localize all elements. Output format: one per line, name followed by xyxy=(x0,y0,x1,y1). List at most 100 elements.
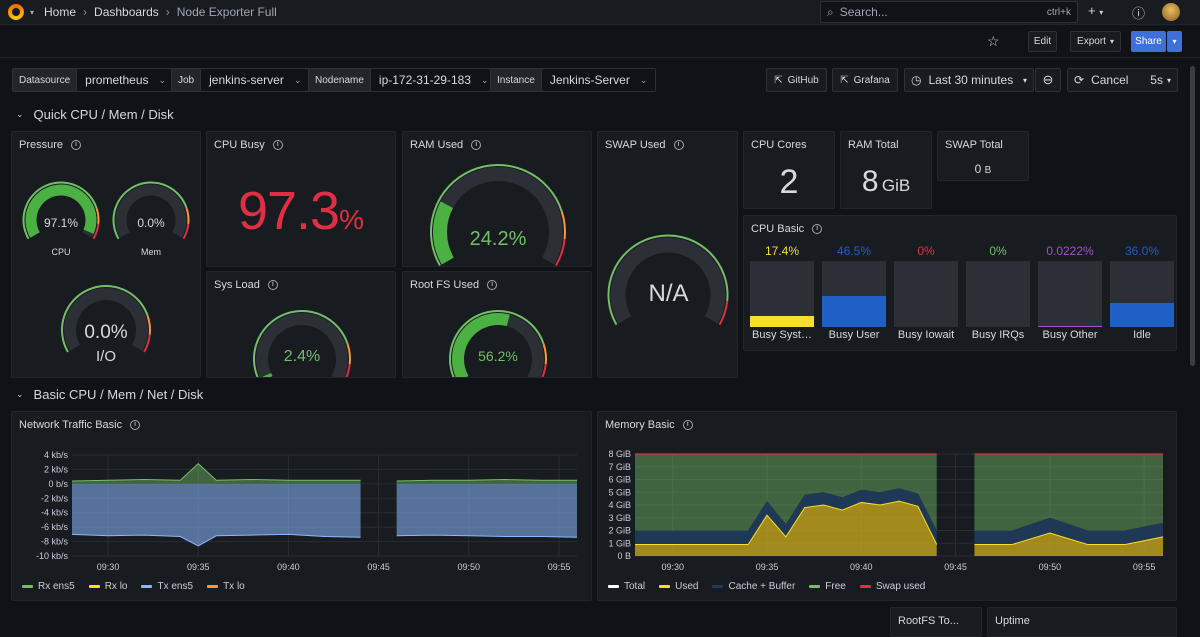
network-y-tick: -10 kb/s xyxy=(36,551,69,561)
variable-datasource[interactable]: Datasource prometheus ⌄ xyxy=(12,68,176,92)
panel-rootfs-total[interactable]: RootFS To... xyxy=(890,607,982,637)
refresh-picker[interactable]: ⟳ Cancel 5s ▾ xyxy=(1067,68,1178,92)
panel-cpu-cores[interactable]: CPU Cores 2 xyxy=(743,131,835,209)
share-button[interactable]: Share xyxy=(1131,31,1166,52)
panel-cpu-busy[interactable]: CPU Busy i 97.3% xyxy=(206,131,396,267)
legend-item[interactable]: Total xyxy=(608,581,645,592)
network-y-tick: 2 kb/s xyxy=(44,464,69,474)
panel-network-traffic-basic[interactable]: Network Traffic Basic i 4 kb/s 2 kb/s 0 b/s… xyxy=(11,411,592,601)
info-icon[interactable]: i xyxy=(71,140,82,150)
panel-title: CPU Cores xyxy=(751,139,807,151)
variable-nodename[interactable]: Nodename ip-172-31-29-183 ⌄ xyxy=(308,68,498,92)
export-button[interactable]: Export ▾ xyxy=(1070,31,1121,52)
stat-number: 0 xyxy=(974,162,982,176)
gauge-mem xyxy=(112,181,190,240)
refresh-interval: 5s xyxy=(1150,73,1163,87)
add-icon[interactable]: + ▾ xyxy=(1088,3,1104,18)
grafana-link-label: Grafana xyxy=(853,74,890,86)
memory-x-tick: 09:40 xyxy=(850,562,873,572)
panel-cpu-basic[interactable]: CPU Basic i 17.4% Busy Syst… 46.5% Busy User… xyxy=(743,215,1177,351)
info-icon[interactable]: i xyxy=(471,140,482,150)
variable-job[interactable]: Job jenkins-server ⌄ xyxy=(171,68,311,92)
cpu-basic-bar-value: 36.0% xyxy=(1124,244,1160,258)
legend-item[interactable]: Free xyxy=(809,581,846,592)
time-range-picker[interactable]: ◷ Last 30 minutes ▾ xyxy=(904,68,1034,92)
memory-x-tick: 09:45 xyxy=(944,562,967,572)
gauge-sysload-value: 2.4% xyxy=(283,348,321,365)
legend-label: Rx lo xyxy=(104,581,128,592)
star-icon[interactable]: ☆ xyxy=(987,33,1000,49)
help-icon[interactable]: ⓘ xyxy=(1132,6,1146,21)
legend-swatch xyxy=(207,585,219,588)
info-icon[interactable]: i xyxy=(272,140,283,150)
info-icon[interactable]: i xyxy=(812,224,823,234)
avatar[interactable] xyxy=(1162,3,1180,21)
variable-value: Jenkins-Server xyxy=(549,73,630,87)
panel-swap-total[interactable]: SWAP Total 0 B xyxy=(937,131,1029,181)
github-link-button[interactable]: ⇱ GitHub xyxy=(766,68,827,92)
search-placeholder: Search... xyxy=(839,5,888,19)
panel-root-fs-used[interactable]: Root FS Used i 56.2% xyxy=(402,271,592,378)
gauge-ram-fill xyxy=(433,201,454,265)
cpu-basic-bar-value: 0% xyxy=(989,244,1007,258)
legend-item[interactable]: Swap used xyxy=(859,581,925,592)
legend-item[interactable]: Rx ens5 xyxy=(22,581,75,592)
network-chart: 4 kb/s 2 kb/s 0 b/s -2 kb/s -4 kb/s -6 kb/s -8… xyxy=(36,450,578,572)
info-icon[interactable]: i xyxy=(130,420,141,430)
legend-label: Used xyxy=(675,581,699,592)
variable-instance[interactable]: Instance Jenkins-Server ⌄ xyxy=(490,68,657,92)
panel-memory-basic[interactable]: Memory Basic i 8 GiB 7 GiB 6 GiB 5 GiB 4 GiB 3… xyxy=(597,411,1177,601)
panel-pressure[interactable]: Pressure i 97.1% CPU 0.0% Mem 0.0% I/O xyxy=(11,131,201,378)
legend-item[interactable]: Rx lo xyxy=(88,581,128,592)
cpu-basic-bar-label: Busy Other xyxy=(1042,329,1098,341)
panel-uptime[interactable]: Uptime xyxy=(987,607,1177,637)
cpu-basic-bar-track xyxy=(966,261,1030,327)
row-quick-cpu-mem-disk[interactable]: ⌄ Quick CPU / Mem / Disk xyxy=(16,107,174,122)
gauge-rootfs-threshold-red xyxy=(541,363,547,377)
share-dropdown-button[interactable]: ▾ xyxy=(1167,31,1182,52)
panel-title: Memory Basic xyxy=(605,419,675,431)
cpu-basic-bar-fill xyxy=(1038,326,1102,327)
gauge-rootfs xyxy=(449,310,547,377)
zoom-out-button[interactable]: ⊖ xyxy=(1035,68,1061,92)
chevron-down-icon[interactable]: ▾ xyxy=(30,7,35,17)
legend-swatch xyxy=(712,585,724,588)
panel-swap-used[interactable]: SWAP Used i N/A xyxy=(597,131,738,378)
panel-sys-load[interactable]: Sys Load i 2.4% xyxy=(206,271,396,378)
panel-title: CPU Busy xyxy=(214,139,265,151)
network-x-tick: 09:40 xyxy=(277,562,300,572)
legend-swatch xyxy=(659,585,671,588)
network-x-tick: 09:35 xyxy=(187,562,210,572)
memory-y-tick: 3 GiB xyxy=(608,513,631,523)
info-icon[interactable]: i xyxy=(682,420,693,430)
legend-item[interactable]: Tx lo xyxy=(207,581,245,592)
legend-item[interactable]: Tx ens5 xyxy=(141,581,193,592)
grafana-link-button[interactable]: ⇱ Grafana xyxy=(832,68,898,92)
edit-button[interactable]: Edit xyxy=(1028,31,1057,52)
gauge-io-track xyxy=(64,288,148,351)
panel-ram-used[interactable]: RAM Used i 24.2% xyxy=(402,131,592,267)
gauge-io-label: I/O xyxy=(95,348,116,365)
breadcrumb-dashboards[interactable]: Dashboards xyxy=(94,5,159,19)
grafana-logo-icon[interactable] xyxy=(8,4,24,20)
page-scrollbar[interactable] xyxy=(1190,66,1195,366)
loading-spinner-icon: ⟳ xyxy=(1074,73,1085,87)
legend-swatch xyxy=(859,585,871,588)
info-icon[interactable]: i xyxy=(487,280,498,290)
row-basic-cpu-mem-net-disk[interactable]: ⌄ Basic CPU / Mem / Net / Disk xyxy=(16,387,203,402)
gauge-rootfs-fill xyxy=(452,313,510,377)
legend-item[interactable]: Cache + Buffer xyxy=(712,581,795,592)
cancel-label[interactable]: Cancel xyxy=(1091,73,1129,87)
gauge-ram xyxy=(430,164,566,266)
info-icon[interactable]: i xyxy=(673,140,684,150)
breadcrumb-home[interactable]: Home xyxy=(44,5,77,19)
memory-chart: 8 GiB 7 GiB 6 GiB 5 GiB 4 GiB 3 GiB 2 GiB 1 GiB… xyxy=(608,449,1164,572)
chevron-down-icon: ▾ xyxy=(1109,37,1114,46)
chevron-down-icon: ⌄ xyxy=(480,74,489,85)
search-input[interactable]: ⌕ Search... ctrl+k xyxy=(820,1,1078,23)
gauge-cpu-fill xyxy=(25,184,97,238)
info-icon[interactable]: i xyxy=(267,280,278,290)
legend-item[interactable]: Used xyxy=(659,581,698,592)
network-area-tx-ens5 xyxy=(72,483,361,546)
panel-ram-total[interactable]: RAM Total 8 GiB xyxy=(840,131,932,209)
